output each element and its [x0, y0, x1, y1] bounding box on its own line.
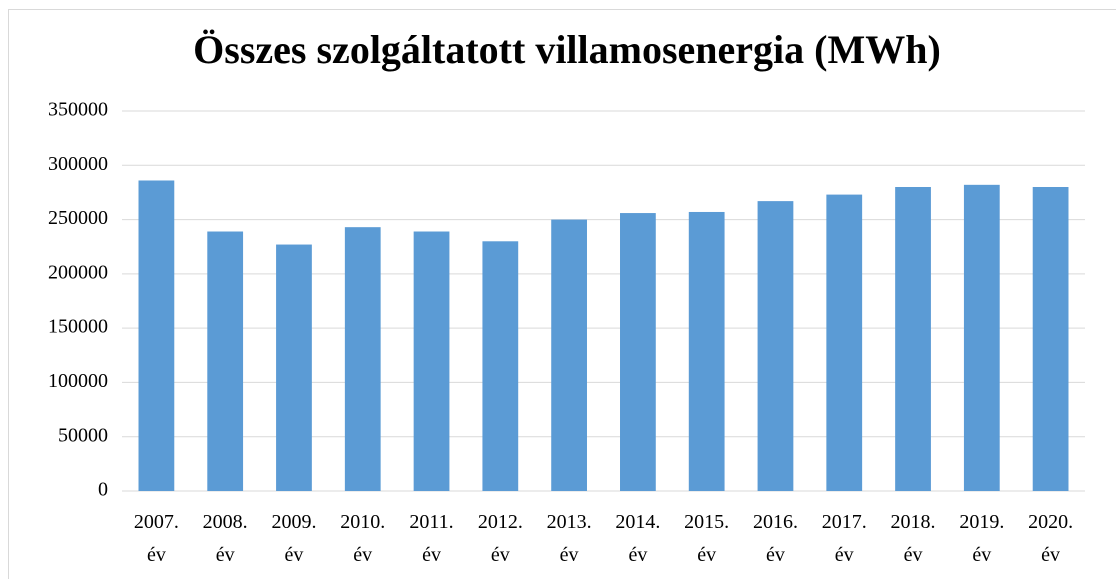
bar [826, 194, 863, 491]
bar [1032, 187, 1069, 491]
x-tick-label: 2007. év [133, 511, 179, 566]
y-tick-label: 0 [98, 479, 108, 501]
y-tick-label: 350000 [48, 99, 108, 121]
bar [207, 231, 244, 491]
x-tick-label: 2015. év [684, 511, 730, 566]
x-tick-label: 2013. év [546, 511, 592, 566]
bar [551, 219, 587, 492]
x-tick-label: 2017. év [821, 511, 867, 566]
x-tick-label: 2008. év [202, 511, 248, 566]
bar [138, 180, 175, 491]
y-tick-label: 200000 [48, 261, 108, 283]
bar [413, 231, 450, 491]
x-tick-label: 2020. év [1028, 511, 1074, 566]
x-tick-label: 2011. év [409, 511, 454, 566]
y-tick-label: 150000 [48, 316, 108, 338]
bar [963, 184, 1000, 492]
x-tick-label: 2009. év [271, 511, 317, 566]
x-tick-label: 2018. év [890, 511, 936, 566]
y-tick-label: 250000 [48, 207, 108, 229]
x-tick-label: 2016. év [752, 511, 798, 566]
bar [276, 244, 312, 491]
x-tick-label: 2012. év [477, 511, 523, 566]
y-tick-label: 300000 [48, 153, 108, 175]
chart-title: Összes szolgáltatott villamosenergia (MW… [193, 27, 941, 72]
bar [895, 187, 931, 491]
bar [757, 201, 794, 491]
chart-border [8, 9, 1116, 579]
y-tick-label: 50000 [58, 424, 108, 446]
x-tick-label: 2010. év [340, 511, 386, 566]
bar [688, 211, 725, 491]
y-tick-label: 100000 [48, 370, 108, 392]
bar [482, 241, 519, 491]
bar [620, 213, 656, 492]
x-tick-label: 2019. év [959, 511, 1005, 566]
x-tick-label: 2014. év [615, 511, 661, 566]
bar [344, 227, 381, 491]
